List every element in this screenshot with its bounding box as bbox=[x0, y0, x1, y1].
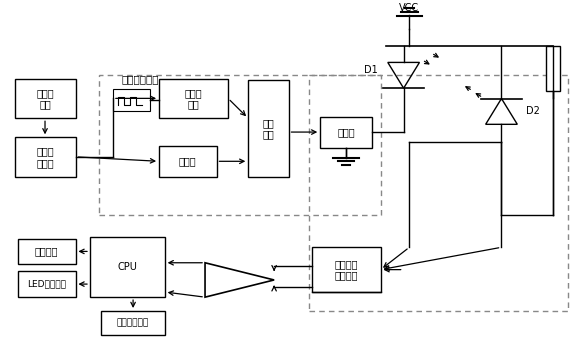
Text: 调制
电路: 调制 电路 bbox=[263, 118, 274, 139]
Text: LED显示模块: LED显示模块 bbox=[27, 280, 66, 289]
Text: 反相器: 反相器 bbox=[179, 156, 197, 166]
Text: 数据传输模块: 数据传输模块 bbox=[122, 74, 159, 84]
Text: D1: D1 bbox=[364, 65, 378, 75]
FancyBboxPatch shape bbox=[248, 81, 288, 177]
FancyBboxPatch shape bbox=[159, 79, 228, 118]
Text: CPU: CPU bbox=[117, 262, 137, 272]
FancyBboxPatch shape bbox=[90, 237, 165, 297]
Text: 报警装置: 报警装置 bbox=[35, 247, 58, 257]
FancyBboxPatch shape bbox=[320, 117, 372, 147]
FancyBboxPatch shape bbox=[312, 247, 381, 292]
Text: 放大器: 放大器 bbox=[337, 127, 355, 137]
Text: 波形发
生器: 波形发 生器 bbox=[185, 88, 203, 109]
Text: D2: D2 bbox=[526, 107, 539, 117]
FancyBboxPatch shape bbox=[15, 137, 76, 177]
FancyBboxPatch shape bbox=[159, 146, 216, 177]
FancyBboxPatch shape bbox=[102, 311, 165, 335]
FancyBboxPatch shape bbox=[113, 89, 151, 111]
Bar bbox=[99, 75, 381, 215]
FancyBboxPatch shape bbox=[18, 239, 76, 264]
Text: 红外接收
处理模块: 红外接收 处理模块 bbox=[334, 259, 358, 281]
Text: 温度传
感器: 温度传 感器 bbox=[36, 88, 54, 109]
Text: 数据采
集装置: 数据采 集装置 bbox=[36, 146, 54, 168]
Bar bbox=[309, 75, 568, 311]
FancyBboxPatch shape bbox=[15, 79, 76, 118]
Text: VCC: VCC bbox=[399, 3, 419, 13]
Text: 无线传输模块: 无线传输模块 bbox=[117, 318, 149, 327]
FancyBboxPatch shape bbox=[18, 271, 76, 297]
FancyBboxPatch shape bbox=[546, 46, 560, 91]
